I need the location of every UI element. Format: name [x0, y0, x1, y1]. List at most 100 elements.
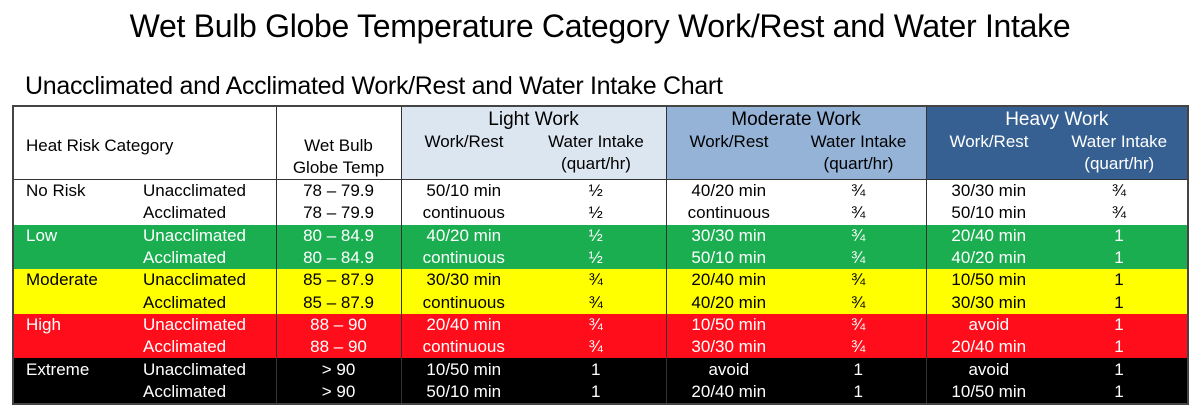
heavy-work-rest: 50/10 min — [925, 202, 1052, 225]
light-water: ¾ — [588, 292, 603, 312]
light-work-rest: 10/50 min — [400, 358, 527, 381]
heavy-work-rest: 10/50 min — [925, 269, 1052, 292]
moderate-water: ¾ — [851, 248, 866, 268]
heavy-water: 1 — [1114, 359, 1124, 379]
chart-subtitle: Unacclimated and Acclimated Work/Rest an… — [25, 72, 723, 100]
moderate-work-rest: 40/20 min — [665, 291, 792, 314]
acclimation-status: Acclimated — [143, 337, 227, 357]
heavy-work-rest: avoid — [925, 313, 1052, 337]
water-unit: (quart/hr) — [1084, 154, 1155, 173]
light-water: ¾ — [588, 337, 603, 357]
heat-risk-category — [13, 291, 131, 313]
heat-risk-category: High — [26, 314, 61, 334]
header-light-work: Light Work Work/Rest Water Intake (quart/h… — [400, 106, 667, 180]
moderate-water: ¾ — [851, 292, 866, 312]
wbgt-range: 85 – 87.9 — [275, 269, 402, 292]
wbgt-range: 78 – 79.9 — [275, 179, 402, 203]
header-moderate-work: Moderate Work Work/Rest Water Intake (quar… — [665, 106, 927, 180]
light-work-rest: continuous — [400, 291, 527, 314]
wbgt-range: 78 – 79.9 — [275, 202, 402, 225]
moderate-work-rest: 30/30 min — [665, 224, 792, 247]
light-water: ½ — [588, 248, 603, 268]
moderate-work-rest: 40/20 min — [665, 179, 792, 203]
heavy-water: 1 — [1114, 248, 1124, 268]
table-row: Low Unacclimated 80 – 84.9 40/20 min ½ 30/30 … — [13, 224, 1189, 247]
header-heavy-work: Heavy Work Work/Rest Water Intake (quart/h… — [925, 106, 1189, 180]
heat-risk-category — [13, 381, 131, 404]
header-wbgt-line1: Wet Bulb — [304, 136, 373, 155]
moderate-water: ¾ — [851, 181, 866, 201]
acclimation-status: Unacclimated — [143, 314, 246, 334]
heavy-water: ¾ — [1111, 181, 1127, 201]
moderate-water: ¾ — [851, 314, 866, 334]
wbgt-range: > 90 — [275, 358, 402, 381]
acclimation-status: Acclimated — [143, 292, 227, 312]
acclimation-status: Acclimated — [143, 381, 227, 401]
work-rest-label: Work/Rest — [424, 132, 504, 151]
page-title: Wet Bulb Globe Temperature Category Work… — [129, 8, 1071, 44]
group-label: Heavy Work — [1005, 109, 1109, 130]
light-work-rest: 30/30 min — [400, 269, 527, 292]
heavy-work-rest: 20/40 min — [925, 224, 1052, 247]
light-water: ¾ — [588, 270, 603, 290]
moderate-work-rest: 30/30 min — [665, 336, 792, 359]
heavy-water: 1 — [1114, 225, 1124, 245]
heat-risk-category — [13, 202, 131, 224]
heavy-water: 1 — [1114, 314, 1124, 334]
heat-risk-category — [13, 247, 131, 269]
group-label: Moderate Work — [731, 109, 861, 130]
light-work-rest: continuous — [400, 246, 527, 270]
heavy-work-rest: 20/40 min — [925, 336, 1052, 359]
acclimation-status: Acclimated — [143, 203, 227, 223]
table-row: Acclimated 78 – 79.9 continuous ½ continuous… — [13, 202, 1189, 225]
table-row: Acclimated > 90 50/10 min 1 20/40 min 1 10/50 … — [13, 380, 1189, 404]
moderate-water: 1 — [853, 359, 863, 379]
light-work-rest: 40/20 min — [400, 224, 527, 247]
table-row: Acclimated 88 – 90 continuous ¾ 30/30 min ¾ 20… — [13, 336, 1189, 359]
heavy-work-rest: 40/20 min — [925, 246, 1052, 270]
heat-risk-category: No Risk — [26, 181, 86, 201]
light-water: ½ — [588, 181, 603, 201]
moderate-water: ¾ — [851, 270, 866, 290]
acclimation-status: Unacclimated — [143, 181, 246, 201]
heavy-work-rest: 30/30 min — [925, 179, 1052, 203]
table-row: Acclimated 85 – 87.9 continuous ¾ 40/20 min ¾… — [13, 291, 1189, 314]
moderate-water: ¾ — [851, 203, 866, 223]
table-row: Moderate Unacclimated 85 – 87.9 30/30 min ¾ 2… — [13, 269, 1189, 292]
water-label: Water Intake — [810, 132, 907, 151]
light-work-rest: 50/10 min — [400, 179, 527, 203]
heavy-work-rest: 30/30 min — [925, 291, 1052, 314]
heavy-work-rest: avoid — [925, 358, 1052, 381]
heavy-water: 1 — [1114, 337, 1124, 357]
light-work-rest: 50/10 min — [400, 380, 527, 404]
work-rest-label: Work/Rest — [689, 132, 769, 151]
water-unit: (quart/hr) — [823, 154, 894, 173]
heavy-water: 1 — [1114, 270, 1124, 290]
heat-risk-category — [13, 336, 131, 358]
moderate-water: ¾ — [851, 225, 866, 245]
water-label: Water Intake — [1071, 132, 1168, 151]
heat-risk-category: Extreme — [26, 359, 90, 379]
wbgt-range: 88 – 90 — [275, 336, 402, 359]
heavy-work-rest: 10/50 min — [925, 380, 1052, 404]
light-work-rest: continuous — [400, 336, 527, 359]
table-row: High Unacclimated 88 – 90 20/40 min ¾ 10/50 m… — [13, 313, 1189, 337]
light-work-rest: 20/40 min — [400, 313, 527, 337]
heavy-water: ¾ — [1111, 203, 1127, 223]
moderate-water: 1 — [853, 381, 863, 401]
wbgt-range: 88 – 90 — [275, 313, 402, 337]
water-unit: (quart/hr) — [561, 154, 631, 173]
header-wbgt: Wet Bulb Globe Temp — [275, 106, 402, 180]
table-row: No Risk Unacclimated 78 – 79.9 50/10 min ½ 40… — [13, 179, 1189, 203]
heavy-water: 1 — [1114, 381, 1124, 401]
heavy-water: 1 — [1114, 292, 1124, 312]
acclimation-status: Unacclimated — [143, 270, 246, 290]
light-work-rest: continuous — [400, 202, 527, 225]
moderate-work-rest: avoid — [665, 358, 792, 381]
moderate-work-rest: 20/40 min — [665, 380, 792, 404]
moderate-work-rest: 10/50 min — [665, 313, 792, 337]
wbgt-range: > 90 — [275, 380, 402, 404]
heat-risk-category: Moderate — [26, 270, 98, 290]
wbgt-range: 85 – 87.9 — [275, 291, 402, 314]
light-water: ½ — [588, 225, 603, 245]
